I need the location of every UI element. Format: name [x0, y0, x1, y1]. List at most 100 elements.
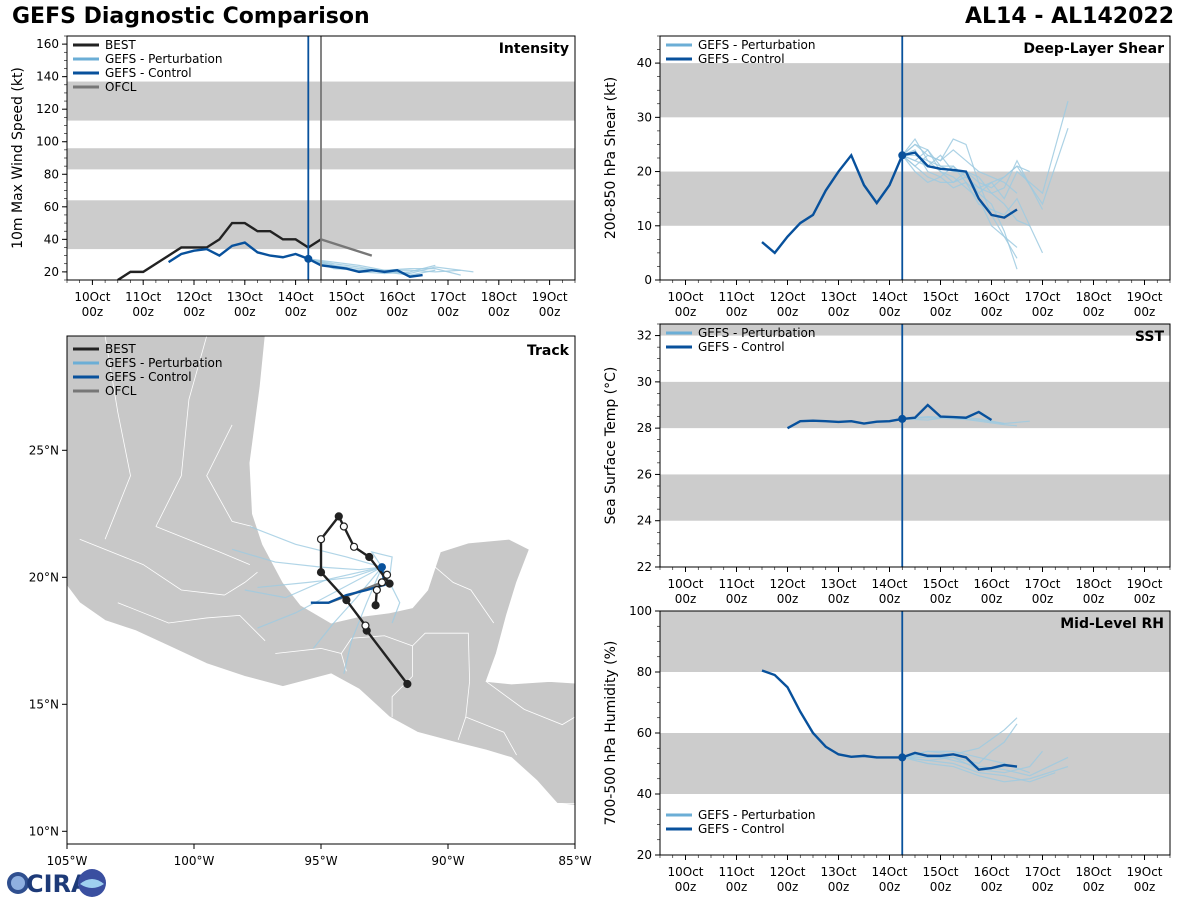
x-tick-day: 13Oct — [820, 577, 856, 591]
legend-label: OFCL — [105, 384, 137, 398]
perturbation-line — [902, 756, 1069, 783]
panel-intensity: 2040608010012014016010Oct00z11Oct00z12Oc… — [10, 35, 576, 319]
x-tick-day: 17Oct — [1024, 290, 1060, 304]
x-tick-day: 12Oct — [769, 290, 805, 304]
lat-tick-label: 15°N — [29, 697, 59, 711]
shaded-band — [660, 324, 1170, 336]
perturbation-track — [370, 550, 393, 578]
border-line — [412, 632, 470, 682]
panel-rh: 2040608010010Oct00z11Oct00z12Oct00z13Oct… — [603, 604, 1171, 894]
y-tick-label: 20 — [637, 848, 652, 862]
best-track-point — [403, 679, 412, 689]
best-track-point — [342, 596, 351, 605]
x-tick-hour: 00z — [183, 305, 205, 319]
x-tick-hour: 00z — [1134, 880, 1156, 894]
y-tick-label: 40 — [44, 232, 59, 246]
y-tick-label: 160 — [36, 37, 59, 51]
x-tick-hour: 00z — [828, 880, 850, 894]
x-tick-day: 16Oct — [973, 577, 1009, 591]
y-tick-label: 30 — [637, 375, 652, 389]
shaded-band — [660, 474, 1170, 521]
shaded-band — [660, 733, 1170, 794]
y-tick-label: 140 — [36, 70, 59, 84]
y-tick-label: 0 — [644, 273, 652, 287]
best-track-point — [371, 601, 380, 610]
y-tick-label: 120 — [36, 102, 59, 116]
y-tick-label: 40 — [637, 787, 652, 801]
control-line — [167, 241, 423, 278]
control-line — [761, 151, 1018, 255]
x-tick-hour: 00z — [336, 305, 358, 319]
legend-label: GEFS - Control — [698, 340, 785, 354]
x-tick-hour: 00z — [981, 305, 1003, 319]
control-line — [761, 669, 1018, 771]
border-line — [155, 526, 251, 565]
legend-label: BEST — [105, 342, 136, 356]
x-tick-day: 18Oct — [1075, 577, 1111, 591]
best-track-point — [372, 585, 381, 595]
x-tick-day: 19Oct — [1126, 577, 1162, 591]
best-track-point — [377, 578, 387, 587]
x-tick-hour: 00z — [828, 305, 850, 319]
x-tick-day: 18Oct — [481, 290, 517, 304]
x-tick-hour: 00z — [777, 305, 799, 319]
storm-id-title: AL14 - AL142022 — [965, 4, 1174, 29]
legend-label: OFCL — [105, 80, 137, 94]
x-tick-hour: 00z — [1032, 592, 1054, 606]
x-tick-hour: 00z — [1134, 305, 1156, 319]
y-tick-label: 80 — [44, 167, 59, 181]
border-line — [275, 648, 347, 672]
plot-frame — [659, 323, 1171, 568]
x-tick-hour: 00z — [675, 592, 697, 606]
y-tick-label: 100 — [36, 135, 59, 149]
perturbation-line — [308, 258, 436, 275]
best-track-point — [361, 621, 370, 630]
best-track-point — [339, 522, 348, 531]
island-landmass — [623, 529, 636, 539]
legend-label: GEFS - Control — [105, 370, 192, 384]
border-line — [206, 424, 253, 527]
x-tick-hour: 00z — [777, 880, 799, 894]
border-line — [104, 336, 131, 540]
x-tick-day: 16Oct — [973, 865, 1009, 879]
border-line — [79, 538, 225, 596]
y-tick-label: 20 — [44, 265, 59, 279]
perturbation-line — [901, 154, 1018, 270]
perturbation-line — [902, 415, 1018, 427]
x-tick-hour: 00z — [1032, 880, 1054, 894]
x-tick-hour: 00z — [726, 880, 748, 894]
border-line — [557, 802, 575, 804]
control-init-point — [377, 563, 386, 572]
x-tick-hour: 00z — [675, 880, 697, 894]
y-tick-label: 80 — [637, 665, 652, 679]
legend-label: GEFS - Control — [698, 52, 785, 66]
perturbation-line — [902, 148, 1018, 248]
y-tick-label: 100 — [629, 604, 652, 618]
y-tick-label: 32 — [637, 329, 652, 343]
x-tick-hour: 00z — [777, 592, 799, 606]
lon-tick-label: 95°W — [304, 854, 337, 868]
init-point — [898, 151, 907, 160]
x-tick-day: 15Oct — [922, 865, 958, 879]
x-tick-day: 16Oct — [379, 290, 415, 304]
legend-label: GEFS - Perturbation — [698, 326, 815, 340]
x-tick-day: 11Oct — [125, 290, 161, 304]
legend-label: GEFS - Perturbation — [105, 52, 222, 66]
x-tick-day: 12Oct — [769, 865, 805, 879]
x-tick-day: 18Oct — [1075, 290, 1111, 304]
plot-area — [660, 611, 1170, 794]
x-tick-hour: 00z — [1083, 592, 1105, 606]
x-tick-hour: 00z — [437, 305, 459, 319]
map-area — [67, 336, 636, 806]
x-tick-hour: 00z — [726, 592, 748, 606]
panel-shear: 01020304010Oct00z11Oct00z12Oct00z13Oct00… — [603, 35, 1171, 319]
x-tick-hour: 00z — [285, 305, 307, 319]
x-tick-day: 11Oct — [718, 290, 754, 304]
panel-title: Track — [527, 343, 570, 359]
x-tick-hour: 00z — [82, 305, 104, 319]
y-axis-label: 10m Max Wind Speed (kt) — [10, 67, 26, 249]
x-tick-hour: 00z — [675, 305, 697, 319]
x-tick-hour: 00z — [879, 305, 901, 319]
x-tick-day: 14Oct — [871, 290, 907, 304]
